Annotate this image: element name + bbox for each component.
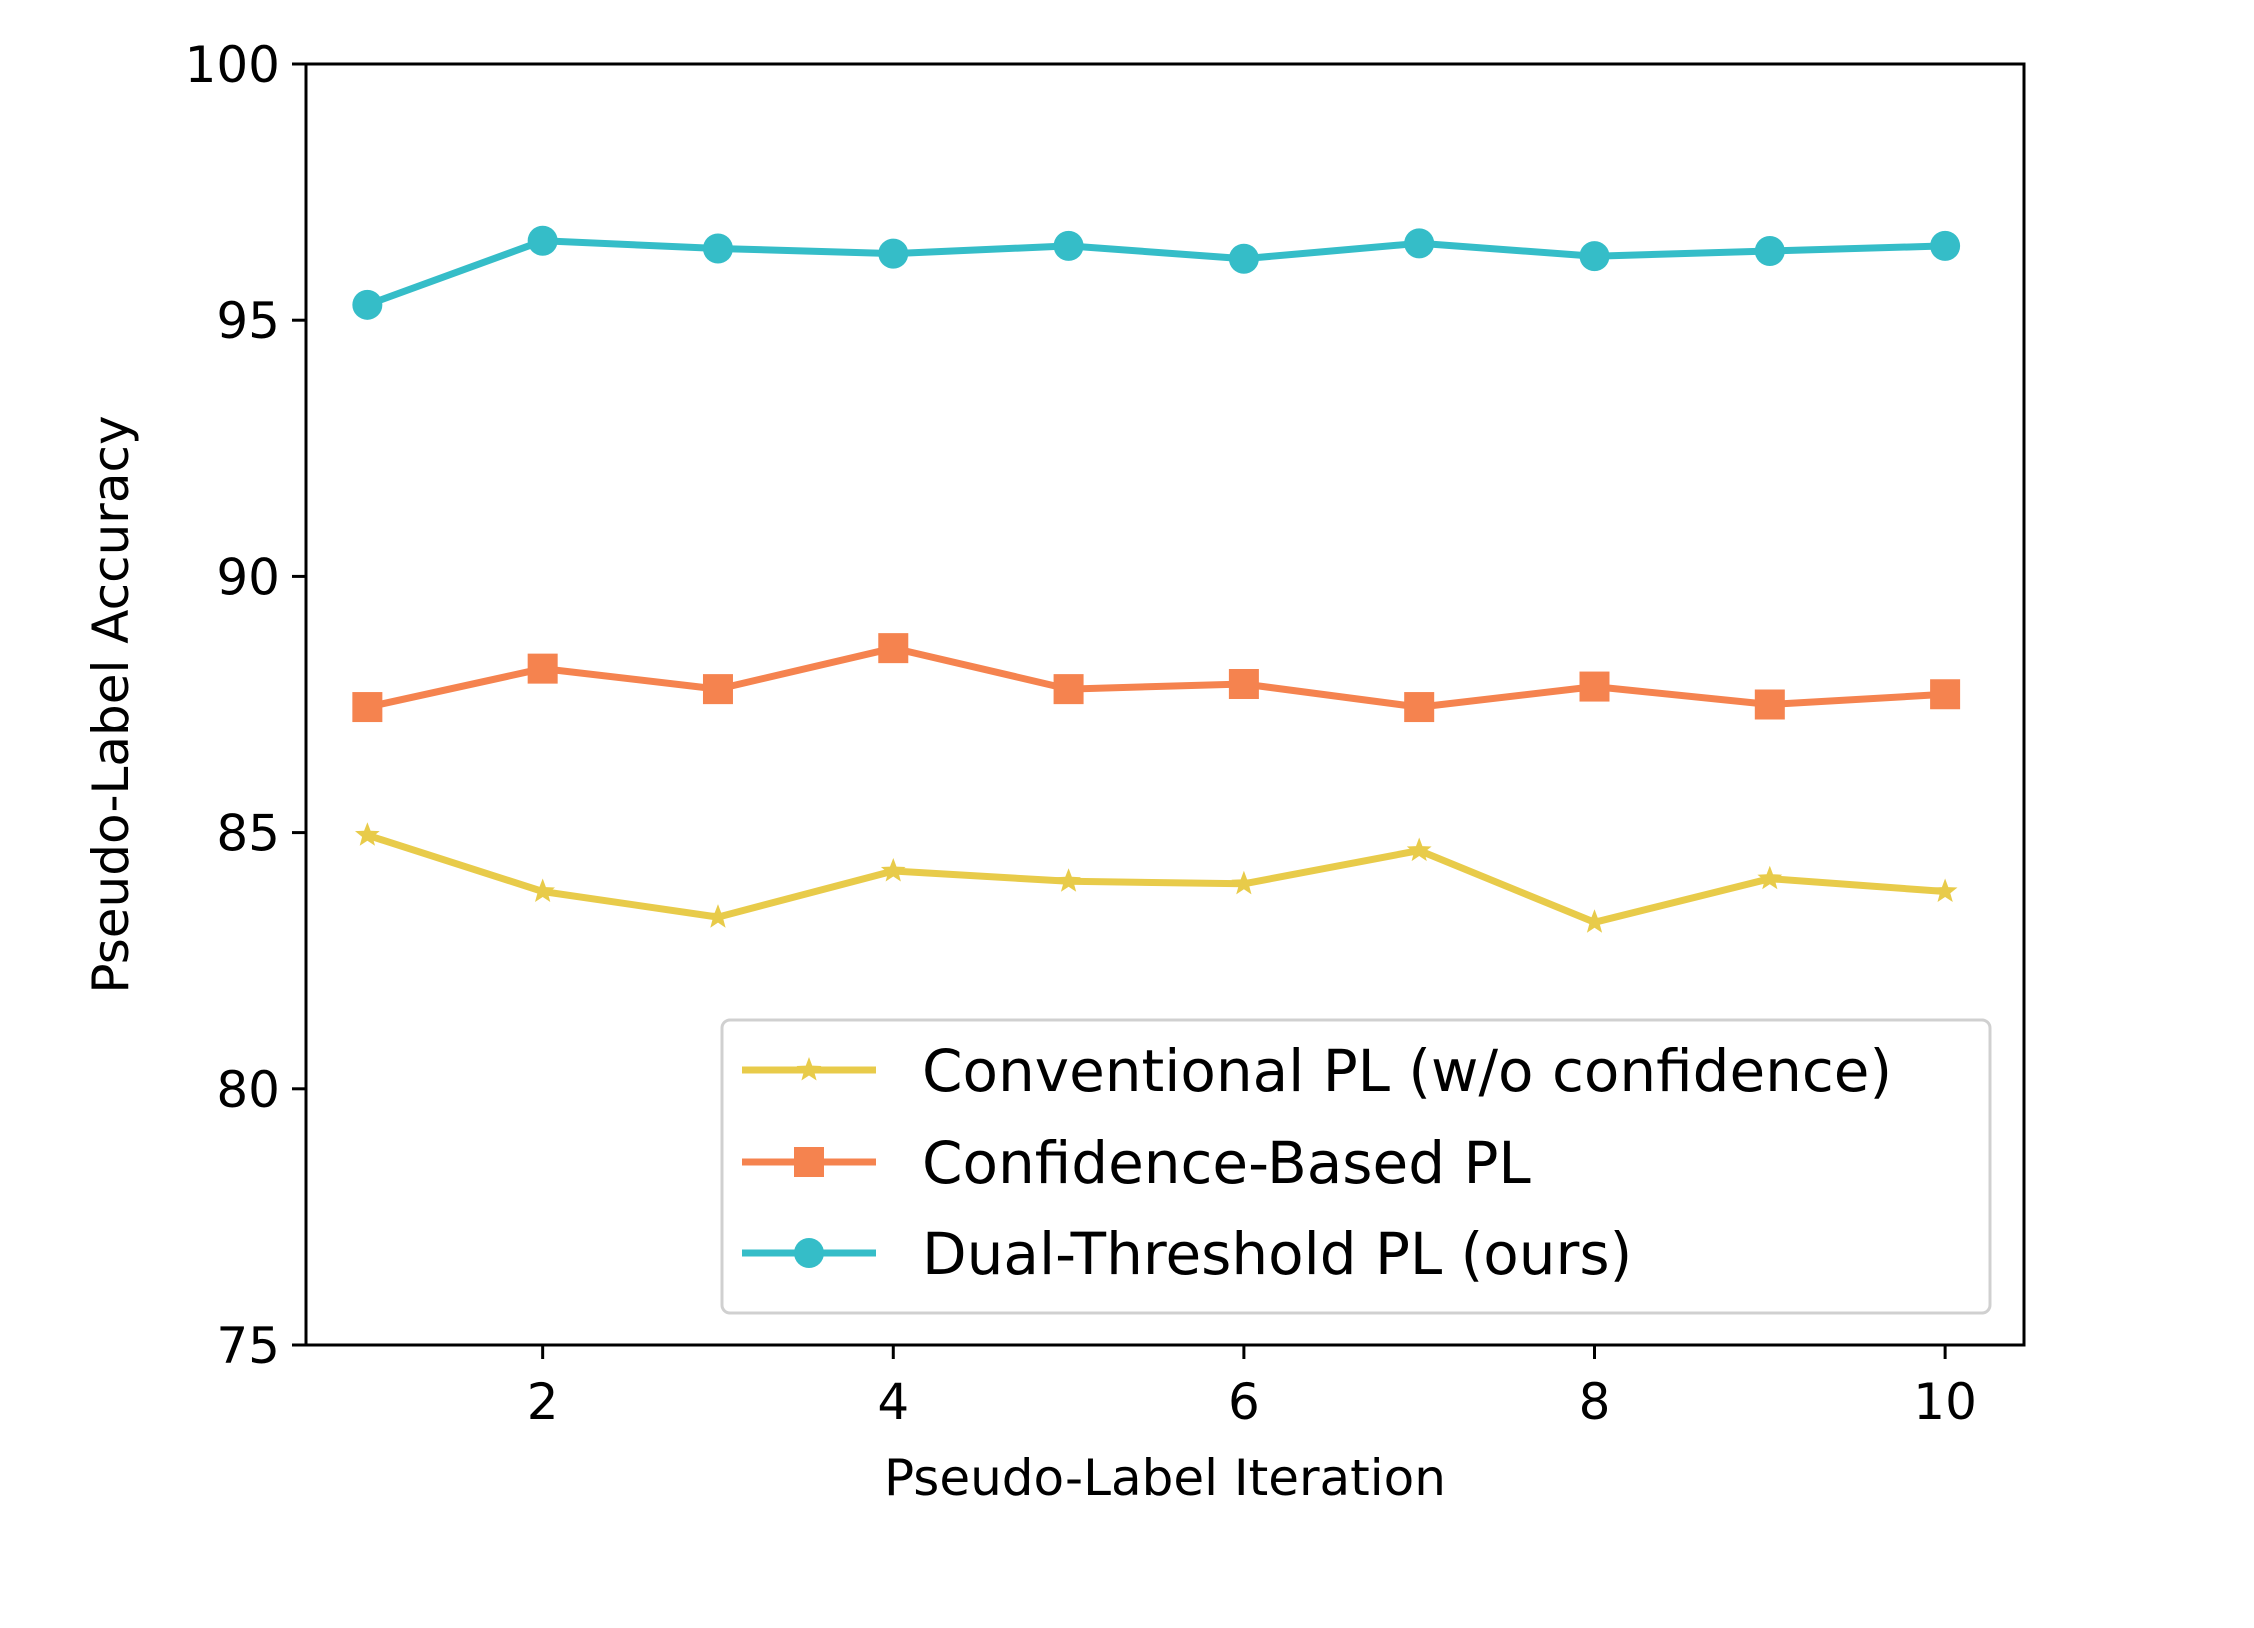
- legend-marker: [796, 1057, 822, 1081]
- series-line: [363, 237, 1949, 309]
- y-axis-label: Pseudo-Label Accuracy: [82, 415, 140, 993]
- x-tick-label: 10: [1913, 1373, 1977, 1431]
- x-tick-label: 6: [1228, 1373, 1260, 1431]
- data-point: [878, 238, 909, 269]
- legend-entry: Confidence-Based PL: [742, 1129, 1531, 1197]
- legend-box: [720, 1018, 1992, 1315]
- series-2: [352, 633, 1961, 723]
- data-point: [1932, 878, 1958, 902]
- data-point: [702, 674, 733, 705]
- data-point: [1930, 679, 1961, 710]
- series-line: [363, 644, 1949, 711]
- data-point: [1754, 236, 1785, 267]
- data-point: [530, 878, 555, 902]
- data-point: [1930, 230, 1961, 261]
- y-tick-label: 100: [185, 36, 280, 94]
- series-1: [355, 822, 1958, 933]
- series-3: [352, 225, 1961, 320]
- legend: Conventional PL (w/o confidence) Confiden…: [720, 1018, 1992, 1315]
- data-point: [1053, 674, 1084, 705]
- legend-entry: Conventional PL (w/o confidence): [742, 1037, 1892, 1105]
- x-axis-label: Pseudo-Label Iteration: [884, 1449, 1446, 1507]
- data-point: [878, 633, 909, 664]
- data-point: [1404, 692, 1435, 723]
- legend-label: Confidence-Based PL: [922, 1129, 1531, 1197]
- plot-frame: [304, 62, 2026, 1347]
- x-tick-label: 2: [527, 1373, 559, 1431]
- data-point: [1228, 669, 1259, 700]
- data-point: [352, 289, 383, 320]
- y-tick-label: 75: [216, 1317, 280, 1375]
- data-point: [705, 904, 731, 928]
- data-point: [527, 225, 558, 256]
- series-layer: [352, 225, 1961, 933]
- data-point: [1231, 870, 1257, 895]
- data-point: [880, 858, 906, 882]
- legend-entry: Dual-Threshold PL (ours): [742, 1220, 1632, 1288]
- data-point: [1579, 241, 1610, 272]
- data-point: [527, 653, 558, 684]
- y-tick-label: 85: [216, 805, 280, 863]
- y-tick-label: 80: [216, 1061, 280, 1119]
- series-line: [363, 831, 1949, 926]
- x-tick-label: 4: [877, 1373, 909, 1431]
- data-point: [1582, 909, 1607, 933]
- legend-label: Dual-Threshold PL (ours): [922, 1220, 1632, 1288]
- data-point: [352, 692, 383, 723]
- x-tick-label: 8: [1579, 1373, 1611, 1431]
- data-point: [1228, 243, 1259, 274]
- data-point: [1404, 228, 1435, 259]
- data-point: [1754, 689, 1785, 720]
- legend-label: Conventional PL (w/o confidence): [922, 1037, 1892, 1105]
- data-point: [1053, 230, 1084, 261]
- legend-marker: [794, 1238, 824, 1268]
- legend-marker: [794, 1147, 824, 1177]
- data-point: [1406, 837, 1432, 862]
- y-tick-label: 90: [216, 548, 280, 606]
- data-point: [702, 233, 733, 264]
- data-point: [1757, 865, 1783, 890]
- data-point: [1056, 868, 1081, 892]
- axes-layer: 2 4 6 8 10 75 80 85 90 95 100: [185, 36, 1977, 1431]
- y-tick-label: 95: [216, 292, 280, 350]
- data-point: [355, 822, 380, 846]
- data-point: [1579, 671, 1610, 702]
